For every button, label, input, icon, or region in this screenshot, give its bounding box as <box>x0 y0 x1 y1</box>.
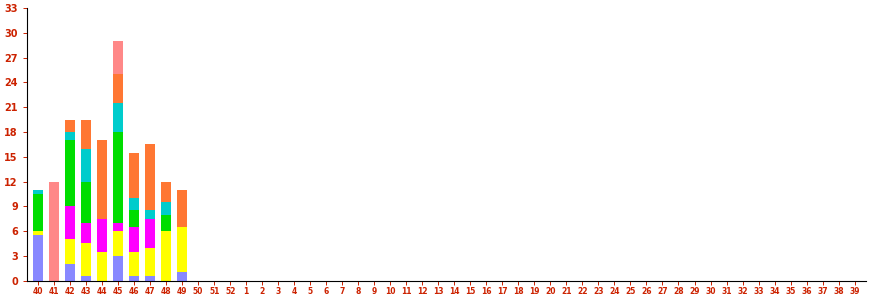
Bar <box>50 182 59 280</box>
Bar <box>65 132 75 140</box>
Bar <box>129 210 139 227</box>
Bar <box>81 243 90 277</box>
Bar <box>129 153 139 198</box>
Bar <box>81 182 90 223</box>
Bar <box>145 219 155 247</box>
Bar <box>129 277 139 280</box>
Bar <box>113 132 123 223</box>
Bar <box>113 103 123 132</box>
Bar <box>65 120 75 132</box>
Bar <box>145 248 155 277</box>
Bar <box>113 231 123 256</box>
Bar <box>33 231 43 235</box>
Bar <box>129 252 139 277</box>
Bar <box>177 227 187 272</box>
Bar <box>33 194 43 231</box>
Bar <box>81 277 90 280</box>
Bar <box>161 182 170 202</box>
Bar <box>129 227 139 252</box>
Bar <box>129 198 139 210</box>
Bar <box>65 140 75 206</box>
Bar <box>145 144 155 210</box>
Bar <box>33 190 43 194</box>
Bar <box>33 235 43 280</box>
Bar <box>177 272 187 281</box>
Bar <box>81 120 90 148</box>
Bar <box>161 214 170 231</box>
Bar <box>113 223 123 231</box>
Bar <box>145 277 155 280</box>
Bar <box>65 206 75 239</box>
Bar <box>177 190 187 227</box>
Bar <box>81 148 90 182</box>
Bar <box>113 256 123 280</box>
Bar <box>97 252 107 280</box>
Bar <box>65 239 75 264</box>
Bar <box>65 264 75 280</box>
Bar <box>113 41 123 74</box>
Bar <box>81 223 90 243</box>
Bar <box>97 140 107 219</box>
Bar <box>97 219 107 252</box>
Bar <box>113 74 123 103</box>
Bar <box>161 231 170 280</box>
Bar <box>145 210 155 219</box>
Bar <box>161 202 170 214</box>
